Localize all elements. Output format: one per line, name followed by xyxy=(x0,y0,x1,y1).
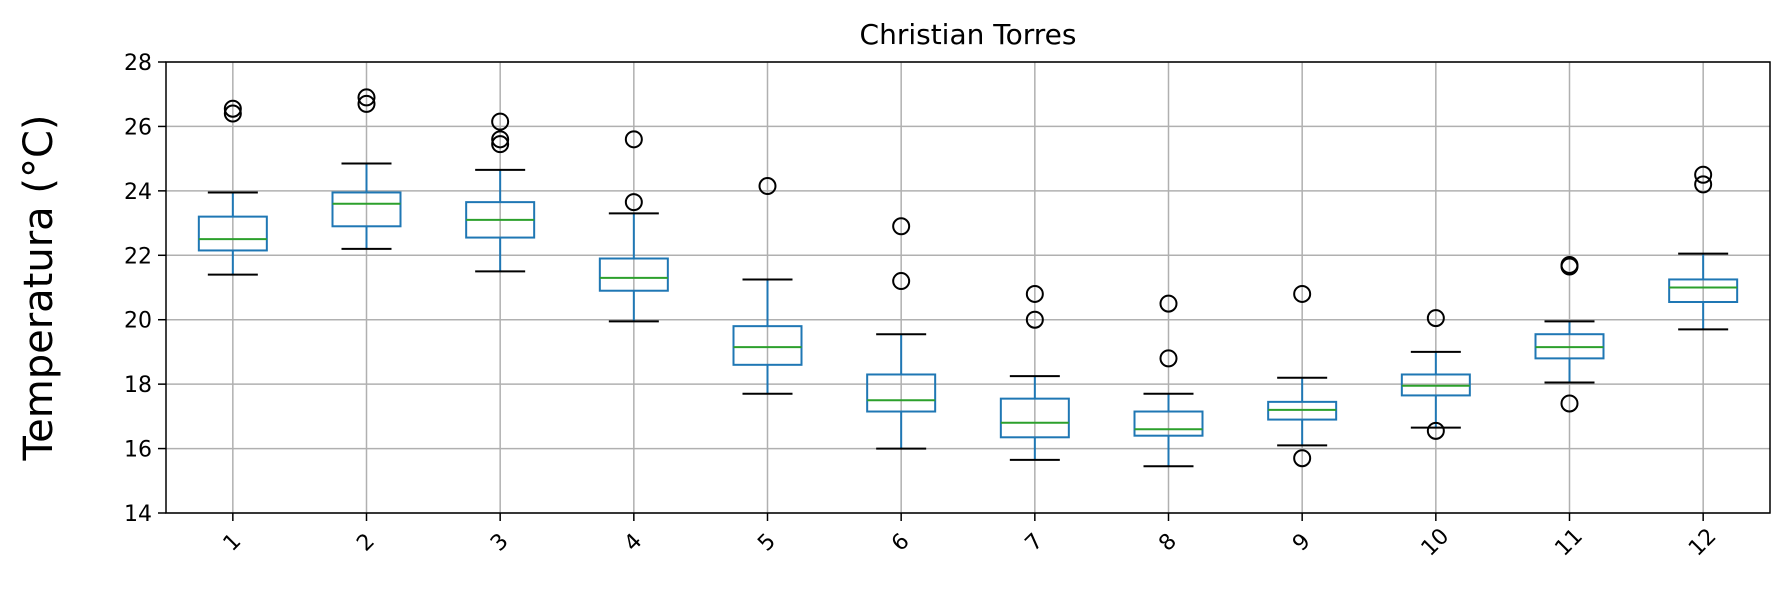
outlier-point xyxy=(758,177,777,196)
outlier-point xyxy=(1293,284,1312,303)
y-tick-label: 24 xyxy=(124,180,152,205)
outlier-point xyxy=(892,272,911,291)
outlier-point xyxy=(1293,449,1312,468)
outlier-point xyxy=(624,193,643,212)
outlier-point xyxy=(1426,421,1445,440)
x-tick-label: 9 xyxy=(1288,529,1316,557)
box-group-11 xyxy=(1534,255,1605,413)
box-iqr xyxy=(1668,278,1739,303)
outlier-point xyxy=(1159,294,1178,313)
boxes-layer xyxy=(197,88,1739,468)
box-iqr xyxy=(732,325,803,366)
outlier-point xyxy=(624,130,643,149)
box-group-2 xyxy=(331,88,402,250)
x-tick-label: 3 xyxy=(486,529,514,557)
y-tick-label: 26 xyxy=(124,115,152,140)
outlier-point xyxy=(1159,349,1178,368)
box-group-5 xyxy=(732,177,803,395)
y-tick-label: 22 xyxy=(124,244,152,269)
box-group-3 xyxy=(465,112,536,273)
box-iqr xyxy=(866,373,937,413)
box-iqr xyxy=(197,215,268,252)
box-group-12 xyxy=(1668,165,1739,331)
y-tick-label: 28 xyxy=(124,51,152,76)
outlier-point xyxy=(1025,284,1044,303)
box-group-4 xyxy=(598,130,669,323)
x-tick-label: 1 xyxy=(219,529,247,557)
box-group-8 xyxy=(1133,294,1204,468)
outlier-point xyxy=(491,135,510,154)
box-group-1 xyxy=(197,99,268,276)
outlier-point xyxy=(223,99,242,118)
outlier-point xyxy=(357,94,376,113)
x-tick-label: 11 xyxy=(1550,524,1587,561)
x-tick-label: 6 xyxy=(887,529,915,557)
box-group-9 xyxy=(1267,284,1338,468)
y-tick-label: 20 xyxy=(124,309,152,334)
x-tick-label: 4 xyxy=(620,529,648,557)
box-group-6 xyxy=(866,217,937,450)
outlier-point xyxy=(1025,310,1044,329)
outlier-point xyxy=(223,104,242,123)
box-group-10 xyxy=(1400,309,1471,440)
y-tick-label: 18 xyxy=(124,373,152,398)
box-iqr xyxy=(598,257,669,292)
x-tick-label: 5 xyxy=(753,529,781,557)
x-tick-label: 10 xyxy=(1417,524,1454,561)
outlier-point xyxy=(1426,309,1445,328)
outlier-point xyxy=(1560,394,1579,413)
outlier-point xyxy=(1694,175,1713,194)
outlier-point xyxy=(1560,255,1579,274)
outlier-point xyxy=(491,130,510,149)
box-iqr xyxy=(999,397,1070,439)
y-axis-label: Temperatura (°C) xyxy=(16,114,62,461)
chart-title: Christian Torres xyxy=(860,18,1077,51)
x-tick-label: 8 xyxy=(1154,529,1182,557)
y-tick-label: 14 xyxy=(124,502,152,527)
box-iqr xyxy=(331,191,402,228)
y-tick-label: 16 xyxy=(124,438,152,463)
x-tick-label: 2 xyxy=(352,529,380,557)
box-iqr xyxy=(1133,410,1204,437)
x-tick-label: 7 xyxy=(1021,529,1049,557)
box-group-7 xyxy=(999,284,1070,461)
outlier-point xyxy=(491,112,510,131)
plot-frame xyxy=(165,61,1771,514)
outlier-point xyxy=(1694,165,1713,184)
grid-layer xyxy=(166,61,1770,514)
outlier-point xyxy=(357,88,376,107)
outlier-point xyxy=(892,217,911,236)
x-tick-label: 12 xyxy=(1684,524,1721,561)
